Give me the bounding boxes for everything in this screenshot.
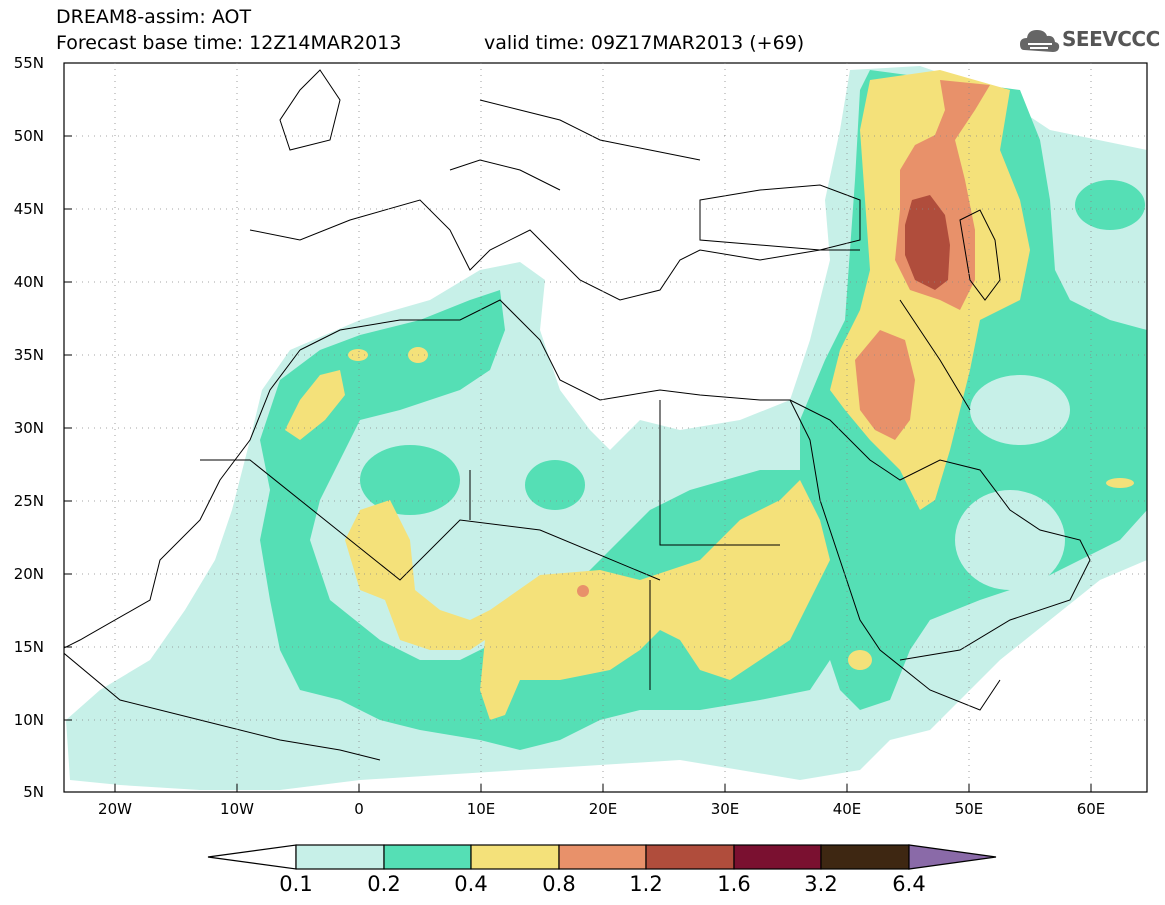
seevccc-cloud-logo-icon	[1020, 30, 1060, 52]
lat-label: 15N	[13, 638, 44, 656]
border-middle-east	[899, 299, 971, 411]
lon-label: 10E	[466, 800, 496, 818]
lat-label: 30N	[13, 419, 44, 437]
graticule	[64, 63, 1147, 792]
colorbar-swatch-1	[383, 844, 472, 870]
colorbar-swatch-3	[558, 844, 647, 870]
lat-label: 25N	[13, 492, 44, 510]
aot-patch-0-2b	[1075, 180, 1145, 230]
coastline-black-sea	[699, 184, 861, 251]
colorbar-label: 1.2	[629, 872, 663, 896]
aot-patch-0-2c	[360, 445, 460, 515]
colorbar-swatch-5	[733, 844, 822, 870]
border-europe-1	[479, 99, 701, 161]
border-europe-2	[449, 159, 561, 191]
coastline-gulf-of-guinea	[64, 652, 381, 761]
coastlines-borders	[64, 69, 1091, 761]
lat-label: 55N	[13, 54, 44, 72]
colorbar	[207, 844, 997, 870]
lat-label: 45N	[13, 200, 44, 218]
lon-label: 20E	[588, 800, 618, 818]
lat-label: 35N	[13, 346, 44, 364]
lon-label: 30E	[710, 800, 740, 818]
aot-band-0-8-south	[855, 330, 915, 440]
colorbar-swatch-6	[820, 844, 910, 870]
lon-label: 50E	[954, 800, 984, 818]
aot-band-0-4-africa	[345, 480, 830, 720]
colorbar-label: 0.2	[367, 872, 401, 896]
coastline-africa-west	[64, 349, 301, 649]
aot-patch-0-8a	[577, 585, 589, 597]
lat-label: 5N	[23, 783, 44, 801]
lat-label: 40N	[13, 273, 44, 291]
border-sahara-1	[200, 459, 661, 581]
lon-label: 10W	[220, 800, 254, 818]
coastline-caspian	[959, 209, 1001, 301]
logo-text: SEEVCCC	[1062, 27, 1160, 51]
coastline-africa-north	[299, 299, 1001, 711]
colorbar-label: 0.1	[279, 872, 313, 896]
forecast-base-time: Forecast base time: 12Z14MAR2013	[56, 32, 402, 54]
aot-patch-0-2a	[525, 460, 585, 510]
border-sahara-2	[659, 400, 780, 546]
lon-label: 40E	[832, 800, 862, 818]
lat-label: 50N	[13, 127, 44, 145]
lon-label: 0	[354, 800, 364, 818]
coastline-britain	[279, 69, 341, 151]
aot-hole-c	[450, 508, 510, 552]
lat-label: 20N	[13, 565, 44, 583]
lon-label: 60E	[1076, 800, 1106, 818]
colorbar-label: 0.4	[454, 872, 488, 896]
colorbar-swatch-4	[645, 844, 735, 870]
coastline-europe	[249, 199, 860, 301]
coastline-arabia	[789, 399, 1091, 661]
aot-hole-a	[970, 375, 1070, 445]
valid-time: valid time: 09Z17MAR2013 (+69)	[484, 32, 805, 54]
aot-patch-0-4c	[848, 650, 872, 670]
colorbar-low-arrow	[207, 844, 297, 870]
colorbar-swatch-2	[470, 844, 560, 870]
aot-patch-0-4d	[1106, 478, 1134, 488]
colorbar-high-arrow	[908, 844, 997, 870]
colorbar-label: 0.8	[542, 872, 576, 896]
colorbar-label: 6.4	[892, 872, 926, 896]
aot-band-1-2	[905, 195, 950, 290]
aot-contour-fields	[64, 63, 1147, 792]
colorbar-swatch-0	[295, 844, 385, 870]
aot-band-0-4-morocco	[285, 370, 345, 440]
lat-label: 10N	[13, 711, 44, 729]
lon-label: 20W	[98, 800, 132, 818]
colorbar-label: 1.6	[717, 872, 751, 896]
map-title: DREAM8-assim: AOT	[56, 6, 252, 28]
aot-hole-b	[955, 490, 1065, 590]
tick-marks	[64, 62, 1092, 793]
colorbar-label: 3.2	[804, 872, 838, 896]
